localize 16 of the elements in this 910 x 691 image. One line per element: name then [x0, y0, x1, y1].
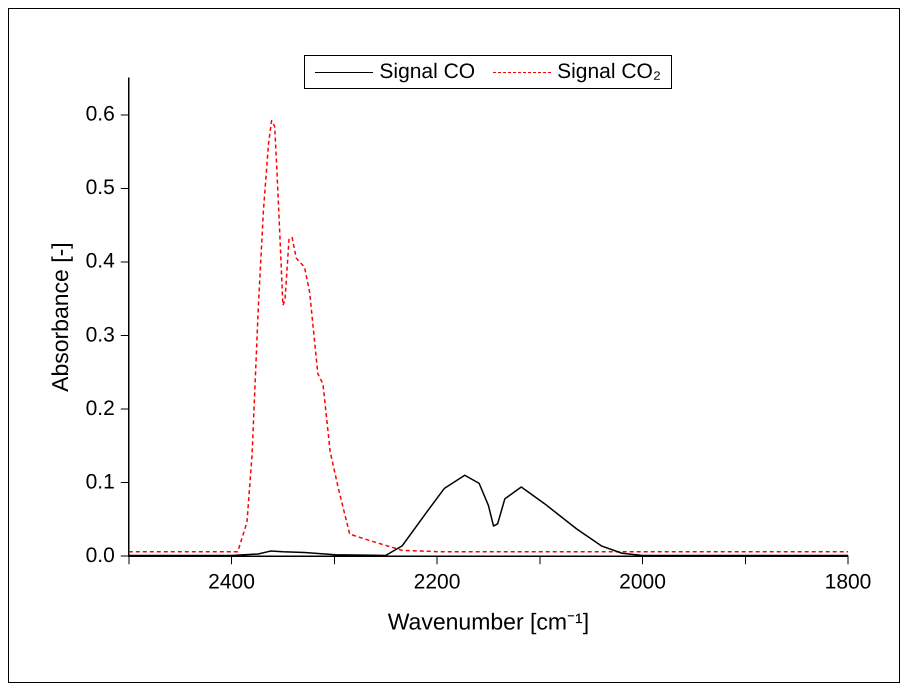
line-series [128, 120, 848, 553]
y-tick-label: 0.1 [86, 470, 115, 494]
legend-label: Signal CO [379, 60, 476, 84]
x-tick-label: 2200 [414, 570, 460, 594]
y-tick-label: 0.5 [86, 176, 115, 200]
x-tick-label: 2400 [208, 570, 255, 594]
x-tick-label: 2000 [619, 570, 666, 594]
y-tick-label: 0.4 [86, 250, 116, 273]
x-tick-label: 1800 [824, 570, 872, 594]
x-axis-title: Wavenumber [cm⁻¹] [388, 608, 590, 635]
y-tick-label: 0.3 [86, 323, 115, 346]
y-tick-label: 0.2 [86, 396, 115, 420]
legend-label: Signal CO₂ [557, 60, 661, 84]
y-axis-title: Absorbance [-] [47, 242, 74, 392]
text: 0.0 [86, 544, 115, 567]
y-tick-label: 0.6 [86, 102, 115, 126]
